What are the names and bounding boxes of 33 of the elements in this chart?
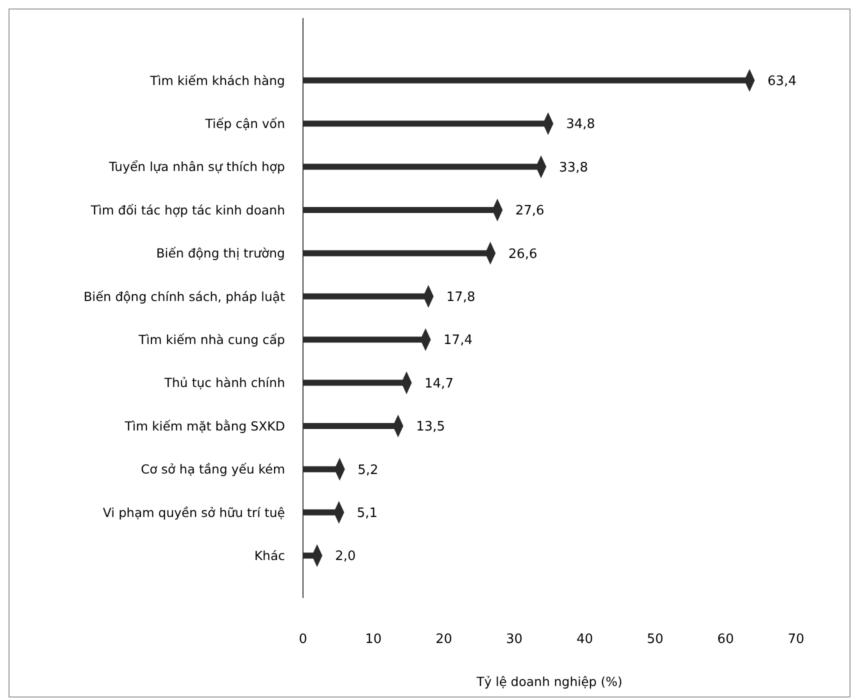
y-tick-label: Khác [254,548,286,563]
data-label: 2,0 [335,549,356,564]
x-tick-label: 40 [576,632,593,647]
data-label: 34,8 [566,117,596,132]
data-label: 63,4 [768,74,796,89]
x-tick-label: 70 [788,632,804,647]
y-tick-label: Tìm đối tác hợp tác kinh doanh [90,202,285,218]
x-axis-title: Tỷ lệ doanh nghiệp (%) [476,674,622,689]
y-tick-label: Tìm kiếm khách hàng [149,72,285,88]
y-tick-label: Thủ tục hành chính [163,375,285,390]
data-label: 17,4 [444,333,472,348]
y-tick-label: Vi phạm quyền sở hữu trí tuệ [102,504,286,520]
y-tick-label: Tìm kiếm mặt bằng SXKD [124,418,285,434]
x-tick-label: 30 [506,632,523,647]
x-tick-label: 0 [298,632,308,647]
data-label: 33,8 [559,160,588,176]
y-tick-label: Cơ sở hạ tầng yếu kém [140,462,285,477]
data-label: 5,2 [358,462,378,478]
x-tick-label: 10 [365,632,382,647]
x-tick-label: 60 [717,632,734,647]
x-tick-label: 50 [646,632,664,647]
y-tick-label: Tiếp cận vốn [204,116,285,131]
data-label: 26,6 [508,246,538,262]
data-label: 5,1 [356,506,378,521]
y-tick-label: Tuyển lựa nhân sự thích hợp [108,159,286,174]
x-tick-label: 20 [436,632,452,647]
data-label: 14,7 [424,376,454,392]
data-label: 13,5 [416,420,446,435]
y-tick-label: Biến động thị trường [156,246,285,261]
y-tick-label: Biến động chính sách, pháp luật [84,288,286,304]
y-tick-label: Tìm kiếm nhà cung cấp [138,332,286,347]
data-label: 17,8 [446,290,476,305]
data-label: 27,6 [515,204,544,219]
